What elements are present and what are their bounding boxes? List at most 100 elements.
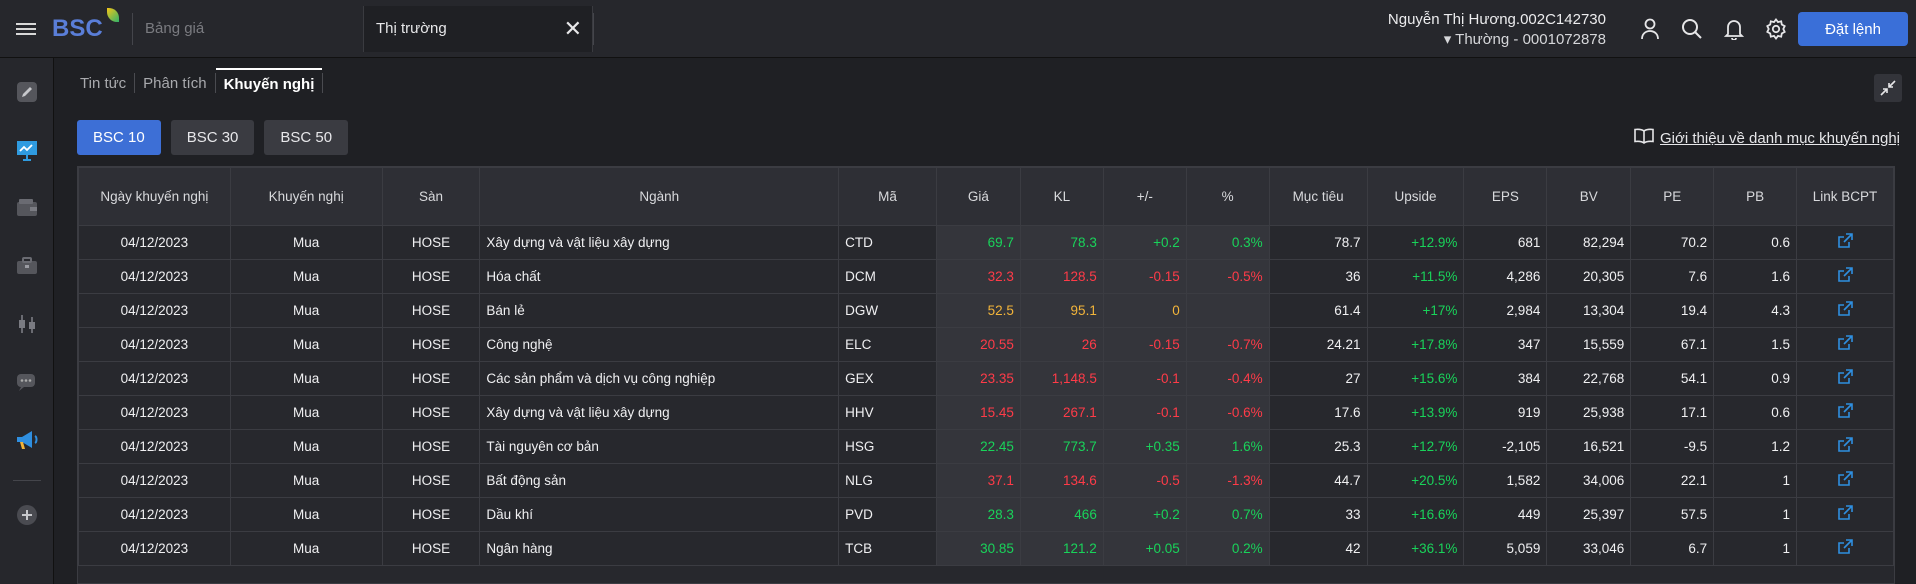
collapse-icon[interactable] <box>1874 74 1902 102</box>
menu-icon[interactable] <box>0 0 52 58</box>
volume-cell: 78.3 <box>1019 225 1104 260</box>
date-cell: 04/12/2023 <box>78 463 231 498</box>
target-price-cell: 24.21 <box>1268 327 1368 362</box>
pe-cell: 22.1 <box>1630 463 1715 498</box>
change-cell: -0.5 <box>1102 463 1187 498</box>
col-header[interactable]: % <box>1185 167 1270 226</box>
divider <box>12 480 41 481</box>
price-cell: 32.3 <box>935 259 1021 294</box>
date-cell: 04/12/2023 <box>78 531 231 566</box>
briefcase-icon[interactable] <box>0 242 54 290</box>
table-row[interactable]: 04/12/2023 Mua HOSE Xây dựng và vật liệu xâ… <box>78 395 1894 430</box>
add-icon[interactable] <box>0 491 54 539</box>
bsc30-button[interactable]: BSC 30 <box>170 120 255 155</box>
external-link-icon[interactable] <box>1837 335 1853 351</box>
report-link-cell <box>1796 225 1894 260</box>
account-selector[interactable]: ▾ Thường - 0001072878 <box>1388 30 1606 50</box>
table-row[interactable]: 04/12/2023 Mua HOSE Bán lẻ DGW 52.5 95.1 0 61.4 +… <box>78 293 1894 328</box>
volume-cell: 26 <box>1019 327 1104 362</box>
target-price-cell: 78.7 <box>1268 225 1368 260</box>
target-price-cell: 44.7 <box>1268 463 1368 498</box>
bell-icon[interactable] <box>1719 13 1749 45</box>
col-header[interactable]: Sàn <box>381 167 481 226</box>
col-header[interactable]: Giá <box>935 167 1021 226</box>
pb-cell: 4.3 <box>1713 293 1798 328</box>
table-row[interactable]: 04/12/2023 Mua HOSE Tài nguyên cơ bản HSG 22.… <box>78 429 1894 464</box>
external-link-icon[interactable] <box>1837 539 1853 555</box>
change-cell: +0.35 <box>1102 429 1187 464</box>
col-header[interactable]: Ngày khuyến nghị <box>78 167 231 226</box>
megaphone-icon[interactable] <box>0 416 54 464</box>
col-header[interactable]: Khuyến nghị <box>229 167 383 226</box>
gear-icon[interactable] <box>1761 13 1791 45</box>
top-bar: BSC Bảng giá Thị trường ✕ Nguyễn Thị Hươ… <box>0 0 1916 58</box>
col-header[interactable]: Upside <box>1366 167 1465 226</box>
change-cell: 0 <box>1102 293 1187 328</box>
col-header[interactable]: EPS <box>1463 167 1548 226</box>
price-cell: 69.7 <box>935 225 1021 260</box>
col-header[interactable]: PE <box>1630 167 1715 226</box>
account-label: Thường - 0001072878 <box>1455 31 1606 48</box>
price-cell: 30.85 <box>935 531 1021 566</box>
bsc50-button[interactable]: BSC 50 <box>264 120 349 155</box>
col-header[interactable]: BV <box>1546 167 1632 226</box>
external-link-icon[interactable] <box>1837 267 1853 283</box>
chat-icon[interactable] <box>0 358 54 406</box>
pe-cell: 6.7 <box>1630 531 1715 566</box>
recommendation-cell: Mua <box>229 497 383 532</box>
table-row[interactable]: 04/12/2023 Mua HOSE Ngân hàng TCB 30.85 121.2 +… <box>78 531 1894 566</box>
table-row[interactable]: 04/12/2023 Mua HOSE Công nghệ ELC 20.55 26 -0.1… <box>78 327 1894 362</box>
pe-cell: 7.6 <box>1630 259 1715 294</box>
pe-cell: 70.2 <box>1630 225 1715 260</box>
col-header[interactable]: PB <box>1713 167 1798 226</box>
sector-cell: Ngân hàng <box>479 531 840 566</box>
external-link-icon[interactable] <box>1837 369 1853 385</box>
col-header[interactable]: Ngành <box>479 167 840 226</box>
tab-recommendation[interactable]: Khuyến nghị <box>215 68 323 98</box>
external-link-icon[interactable] <box>1837 301 1853 317</box>
tab-news[interactable]: Tin tức <box>80 74 127 92</box>
external-link-icon[interactable] <box>1837 505 1853 521</box>
table-row[interactable]: 04/12/2023 Mua HOSE Hóa chất DCM 32.3 128.5 -0.… <box>78 259 1894 294</box>
col-header[interactable]: +/- <box>1102 167 1187 226</box>
col-header[interactable]: Link BCPT <box>1796 167 1894 226</box>
eps-cell: 4,286 <box>1463 259 1548 294</box>
user-info[interactable]: Nguyễn Thị Hương.002C142730 ▾ Thường - 0… <box>1388 10 1606 50</box>
recommendation-cell: Mua <box>229 463 383 498</box>
wallet-icon[interactable] <box>0 184 54 232</box>
price-board-tab[interactable]: Bảng giá <box>133 0 363 58</box>
table-row[interactable]: 04/12/2023 Mua HOSE Dầu khí PVD 28.3 466 +0.2 0.… <box>78 497 1894 532</box>
search-icon[interactable] <box>1677 13 1707 45</box>
code-cell: HHV <box>838 395 937 430</box>
external-link-icon[interactable] <box>1837 437 1853 453</box>
date-cell: 04/12/2023 <box>78 429 231 464</box>
date-cell: 04/12/2023 <box>78 327 231 362</box>
place-order-button[interactable]: Đặt lệnh <box>1798 12 1908 46</box>
table-row[interactable]: 04/12/2023 Mua HOSE Xây dựng và vật liệu xâ… <box>78 225 1894 260</box>
col-header[interactable]: KL <box>1019 167 1104 226</box>
divider <box>322 73 324 93</box>
table-row[interactable]: 04/12/2023 Mua HOSE Bất động sản NLG 37.1 134.… <box>78 463 1894 498</box>
close-icon[interactable]: ✕ <box>563 15 582 41</box>
sector-cell: Hóa chất <box>479 259 840 294</box>
sector-cell: Tài nguyên cơ bản <box>479 429 840 464</box>
candlestick-icon[interactable] <box>0 300 54 348</box>
portfolio-intro-link[interactable]: Giới thiệu về danh mục khuyến nghị <box>1634 128 1900 148</box>
upside-cell: +13.9% <box>1366 395 1465 430</box>
tab-analysis[interactable]: Phân tích <box>143 74 207 92</box>
table-row[interactable]: 04/12/2023 Mua HOSE Các sản phẩm và dịch vụ… <box>78 361 1894 396</box>
divider <box>134 73 136 93</box>
external-link-icon[interactable] <box>1837 233 1853 249</box>
presentation-chart-icon[interactable] <box>0 126 54 174</box>
logo[interactable]: BSC <box>52 0 132 58</box>
external-link-icon[interactable] <box>1837 403 1853 419</box>
price-cell: 15.45 <box>935 395 1021 430</box>
col-header[interactable]: Mã <box>838 167 937 226</box>
pencil-icon[interactable] <box>0 68 54 116</box>
target-price-cell: 36 <box>1268 259 1368 294</box>
market-tab[interactable]: Thị trường ✕ <box>363 5 593 52</box>
user-icon[interactable] <box>1635 13 1665 45</box>
external-link-icon[interactable] <box>1837 471 1853 487</box>
col-header[interactable]: Mục tiêu <box>1268 167 1368 226</box>
bsc10-button[interactable]: BSC 10 <box>77 120 161 155</box>
